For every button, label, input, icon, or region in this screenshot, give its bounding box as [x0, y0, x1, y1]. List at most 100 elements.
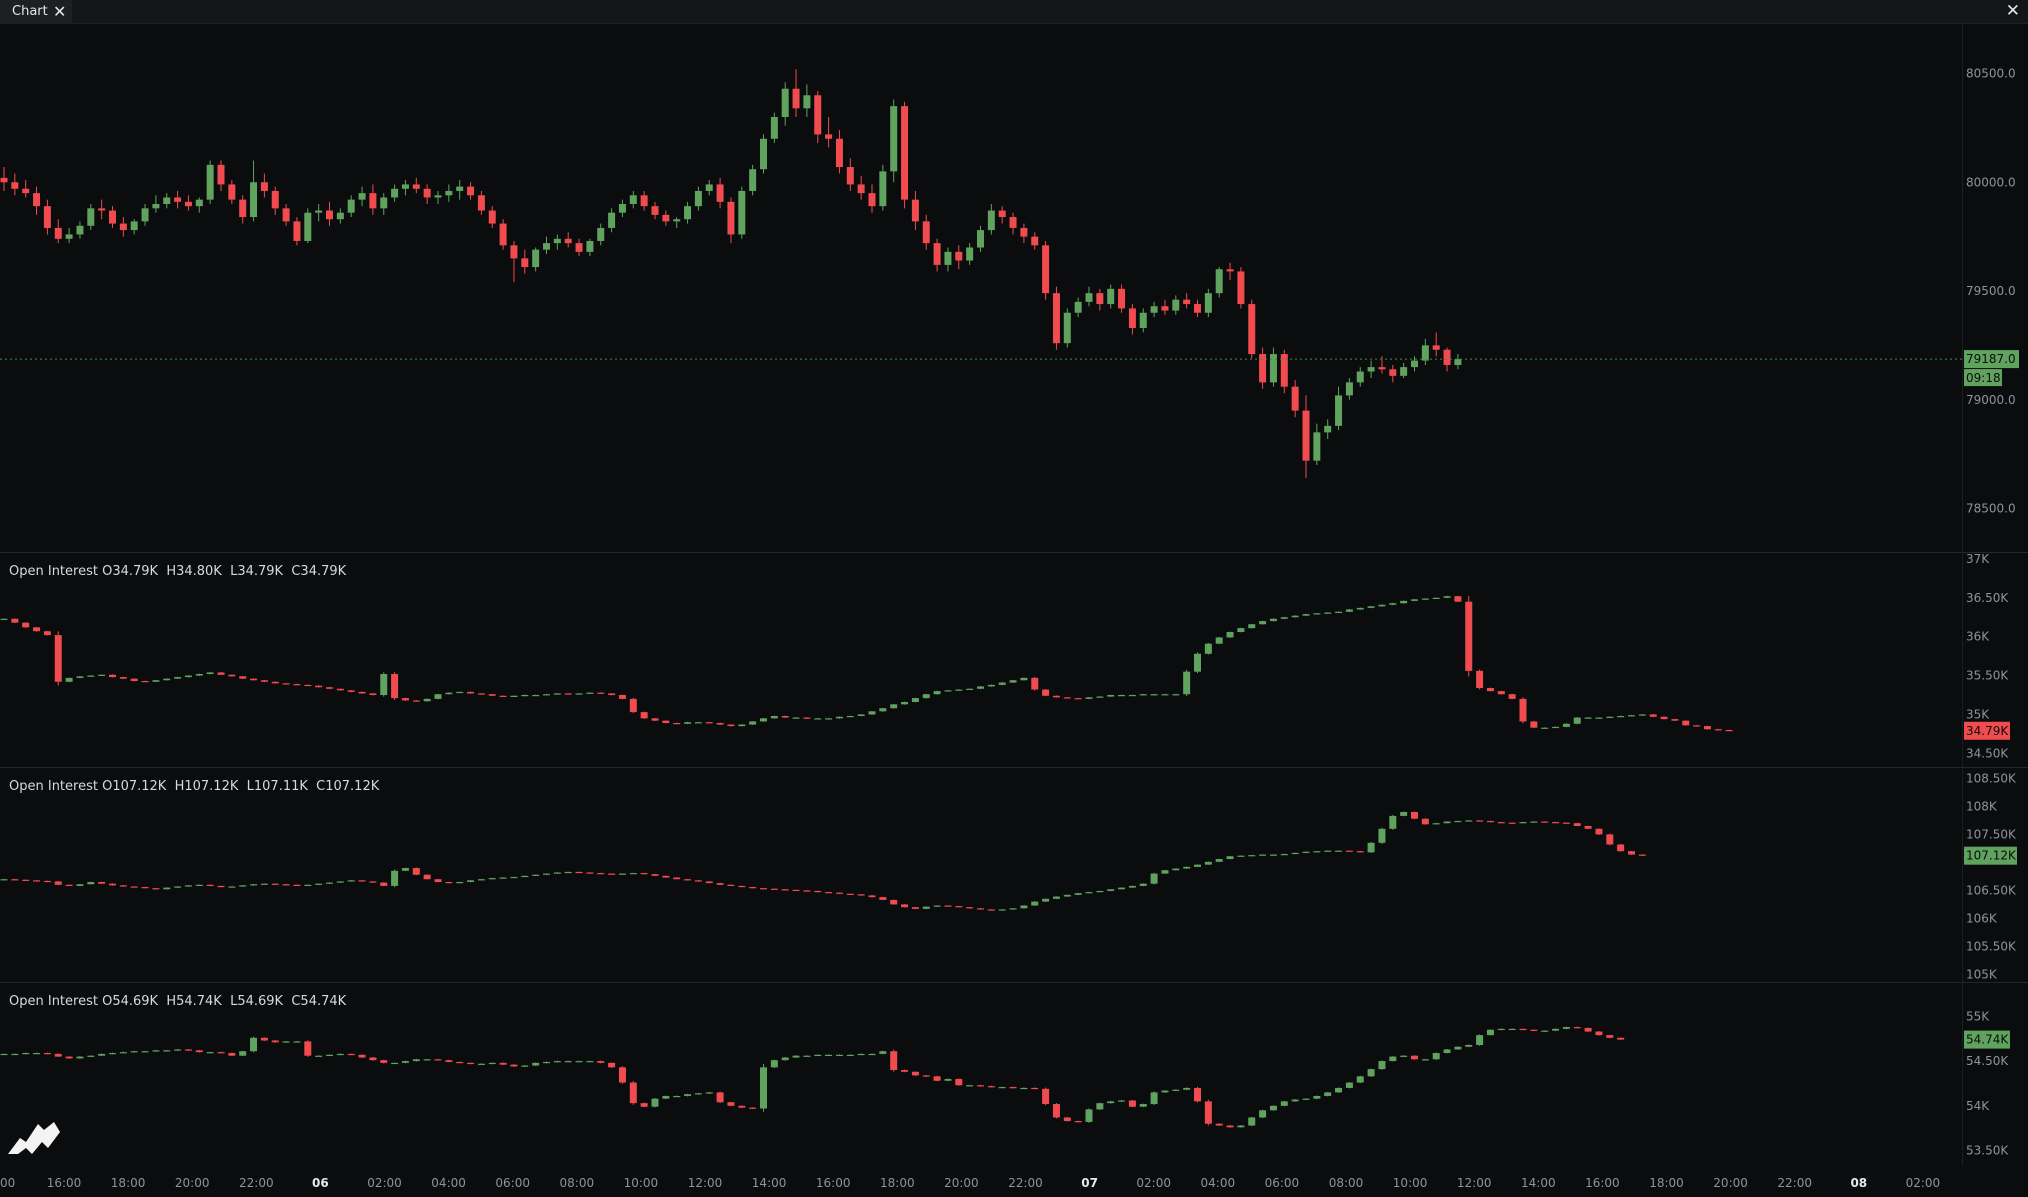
candle-body: [87, 1055, 95, 1057]
candle-body: [358, 691, 366, 694]
close-icon[interactable]: ✕: [2005, 1, 2020, 21]
candle-body: [1411, 812, 1418, 819]
candle-body: [1150, 694, 1158, 696]
candle-body: [1194, 1087, 1201, 1102]
candle-body: [1291, 615, 1299, 618]
candle-body: [1497, 1028, 1505, 1031]
candle-body: [1085, 892, 1093, 894]
last-value-badge: [1964, 1030, 2010, 1049]
candle-body: [1280, 854, 1288, 856]
candle-body: [467, 1062, 475, 1065]
candle-body: [499, 877, 507, 879]
candle-body: [835, 716, 843, 719]
last-price-badge: [1964, 350, 2019, 369]
candle-body: [1421, 818, 1429, 825]
candle-body: [445, 692, 453, 695]
last-value-badge: [1964, 846, 2017, 865]
candle-body: [119, 223, 127, 231]
candle-body: [391, 674, 399, 699]
candle-body: [1139, 883, 1147, 886]
close-icon[interactable]: ✕: [53, 2, 67, 21]
x-tick-label: 12:00: [688, 1176, 723, 1190]
candle-body: [87, 675, 95, 677]
candle-body: [510, 1064, 518, 1067]
y-tick-label: 105.50K: [1966, 939, 2017, 953]
candle-body: [553, 872, 561, 874]
candle-body: [1454, 1046, 1462, 1050]
candle-body: [1042, 1088, 1050, 1105]
candle-body: [109, 674, 116, 678]
candle-body: [1085, 1109, 1093, 1122]
candle-body: [749, 721, 757, 725]
candle-body: [1519, 822, 1527, 824]
candle-body: [260, 680, 268, 682]
candle-body: [369, 1057, 377, 1061]
candle-body: [597, 692, 605, 694]
candle-body: [1389, 369, 1397, 376]
candle-body: [250, 1037, 258, 1052]
x-tick-label: 14:00: [1521, 1176, 1556, 1190]
candle-body: [857, 894, 865, 896]
tab-chart[interactable]: Chart ✕: [0, 0, 72, 23]
candle-body: [803, 1055, 811, 1057]
window-titlebar: Chart ✕ ✕: [0, 0, 2028, 24]
candle-body: [43, 880, 51, 883]
candle-body: [1660, 716, 1668, 720]
candle-body: [944, 251, 952, 265]
candle-body: [857, 714, 865, 716]
candle-body: [76, 225, 84, 235]
candle-body: [673, 1095, 681, 1098]
candle-body: [966, 247, 974, 261]
x-tick-label: 16:00: [816, 1176, 851, 1190]
candle-body: [1638, 714, 1646, 716]
candle-body: [911, 907, 919, 909]
candle-body: [890, 899, 898, 905]
candle-body: [716, 883, 724, 885]
candle-body: [1552, 822, 1560, 824]
candle-body: [727, 1102, 735, 1106]
candle-body: [1389, 1056, 1397, 1062]
candle-body: [814, 95, 822, 135]
candle-body: [1118, 288, 1126, 309]
candle-body: [1508, 694, 1516, 699]
candle-body: [1378, 1061, 1386, 1070]
candle-body: [336, 688, 344, 691]
candle-body: [1400, 812, 1408, 816]
candle-body: [1421, 345, 1429, 361]
y-tick-label: 36K: [1966, 630, 1990, 644]
candle-body: [597, 1061, 605, 1063]
candle-body: [1259, 621, 1267, 625]
x-tick-label: 12:00: [1457, 1176, 1492, 1190]
candle-body: [1107, 288, 1115, 305]
candle-body: [1074, 893, 1082, 895]
candle-body: [846, 716, 854, 718]
candle-body: [901, 106, 909, 200]
candle-body: [814, 1054, 822, 1057]
x-tick-label: 20:00: [944, 1176, 979, 1190]
candle-body: [1378, 367, 1386, 370]
candle-body: [532, 695, 540, 697]
candle-body: [304, 884, 312, 886]
y-tick-label: 108K: [1966, 799, 1998, 813]
candle-body: [792, 88, 800, 109]
candle-body: [879, 708, 887, 712]
candle-body: [1042, 689, 1050, 696]
candle-body: [1606, 1035, 1614, 1038]
candle-body: [1194, 864, 1201, 867]
candle-body: [184, 885, 192, 887]
y-tick-label: 105K: [1966, 967, 1998, 981]
candle-body: [1269, 854, 1277, 856]
x-tick-label: 04:00: [1201, 1176, 1236, 1190]
candle-body: [640, 1103, 648, 1107]
candle-body: [1259, 1110, 1267, 1118]
candle-body: [922, 221, 930, 244]
candle-body: [239, 199, 247, 218]
candle-body: [662, 720, 670, 723]
candle-body: [955, 689, 963, 691]
last-price-label: 79187.0: [1966, 352, 2016, 366]
candle-body: [1476, 670, 1484, 688]
countdown-badge: [1964, 369, 2002, 387]
candle-body: [1204, 293, 1212, 313]
candle-body: [1573, 1027, 1581, 1029]
